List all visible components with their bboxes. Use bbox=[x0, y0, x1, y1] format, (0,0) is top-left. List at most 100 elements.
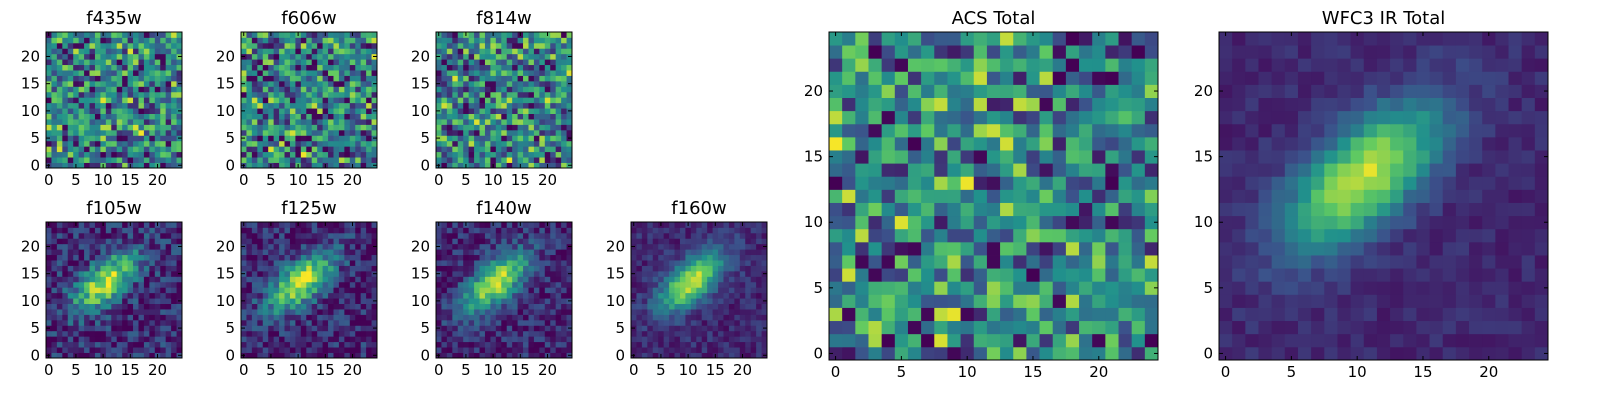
heatmap-cell bbox=[723, 227, 730, 234]
heatmap-cell bbox=[176, 287, 183, 294]
heatmap-cell bbox=[855, 176, 869, 190]
heatmap-cell bbox=[154, 249, 161, 256]
heatmap-cell bbox=[539, 119, 546, 125]
heatmap-cell bbox=[295, 157, 302, 163]
heatmap-cell bbox=[279, 48, 285, 55]
heatmap-cell bbox=[728, 319, 735, 326]
heatmap-cell bbox=[268, 341, 275, 348]
heatmap-cell bbox=[718, 298, 724, 304]
heatmap-cell bbox=[273, 124, 280, 131]
heatmap-cell bbox=[463, 287, 470, 294]
heatmap-cell bbox=[463, 254, 470, 261]
heatmap-cell bbox=[349, 151, 356, 158]
heatmap-cell bbox=[1065, 202, 1080, 217]
heatmap-cell bbox=[555, 254, 562, 261]
heatmap-cell bbox=[501, 53, 508, 60]
heatmap-cell bbox=[533, 303, 540, 310]
heatmap-cell bbox=[89, 157, 96, 163]
heatmap-cell bbox=[533, 319, 540, 326]
heatmap-cell bbox=[441, 325, 448, 332]
heatmap-cell bbox=[934, 307, 948, 322]
heatmap-cell bbox=[636, 265, 643, 272]
heatmap-cell bbox=[67, 347, 74, 353]
heatmap-cell bbox=[1144, 268, 1159, 282]
heatmap-cell bbox=[84, 319, 90, 326]
heatmap-cell bbox=[561, 129, 567, 136]
heatmap-cell bbox=[349, 227, 356, 234]
heatmap-cell bbox=[333, 352, 340, 359]
heatmap-cell bbox=[501, 309, 508, 315]
heatmap-cell bbox=[62, 292, 69, 299]
heatmap-cell bbox=[138, 97, 145, 104]
heatmap-cell bbox=[523, 140, 529, 147]
heatmap-cell bbox=[338, 113, 345, 120]
axes-frame bbox=[435, 221, 573, 359]
heatmap-cell bbox=[100, 91, 107, 98]
heatmap-cell bbox=[561, 243, 567, 250]
heatmap-cell bbox=[171, 37, 177, 44]
heatmap-cell bbox=[311, 146, 318, 153]
heatmap-cell bbox=[338, 232, 345, 239]
heatmap-cell bbox=[446, 124, 453, 131]
heatmap-cell bbox=[528, 314, 535, 321]
heatmap-cell bbox=[550, 222, 557, 228]
heatmap-cell bbox=[506, 254, 513, 261]
heatmap-cell bbox=[452, 352, 459, 359]
heatmap-cell bbox=[257, 102, 264, 109]
heatmap-cell bbox=[457, 135, 464, 142]
heatmap-cell bbox=[723, 292, 730, 299]
heatmap-cell bbox=[241, 91, 247, 98]
heatmap-cell bbox=[279, 309, 285, 315]
heatmap-cell bbox=[51, 325, 58, 332]
heatmap-cell bbox=[73, 70, 80, 76]
panel-title: f435w bbox=[86, 8, 141, 29]
heatmap-cell bbox=[544, 249, 551, 256]
heatmap-cell bbox=[84, 254, 90, 261]
heatmap-cell bbox=[338, 287, 345, 294]
heatmap-cell bbox=[452, 86, 459, 93]
heatmap-cell bbox=[333, 298, 340, 304]
heatmap-cell bbox=[100, 70, 107, 76]
heatmap-cell bbox=[268, 243, 275, 250]
heatmap-cell bbox=[322, 292, 329, 299]
heatmap-cell bbox=[690, 287, 697, 294]
heatmap-cell bbox=[1000, 320, 1014, 335]
heatmap-cell bbox=[756, 265, 762, 272]
heatmap-cell bbox=[289, 276, 296, 283]
heatmap-cell bbox=[523, 119, 529, 125]
heatmap-cell bbox=[241, 265, 247, 272]
heatmap-cell bbox=[561, 162, 567, 169]
heatmap-cell bbox=[734, 287, 741, 294]
heatmap-cell bbox=[122, 157, 128, 163]
y-tick-label: 20 bbox=[606, 237, 625, 255]
heatmap-cell bbox=[555, 276, 562, 283]
heatmap-cell bbox=[739, 336, 746, 343]
heatmap-cell bbox=[100, 119, 107, 125]
heatmap-cell bbox=[555, 151, 562, 158]
heatmap-cell bbox=[868, 241, 883, 256]
heatmap-cell bbox=[273, 254, 280, 261]
heatmap-cell bbox=[149, 265, 156, 272]
heatmap-cell bbox=[679, 341, 686, 348]
heatmap-cell bbox=[718, 249, 724, 256]
heatmap-cell bbox=[62, 309, 69, 315]
heatmap-cell bbox=[986, 333, 1001, 348]
heatmap-cell bbox=[133, 119, 139, 125]
heatmap-cell bbox=[745, 309, 752, 315]
heatmap-cell bbox=[333, 249, 340, 256]
heatmap-cell bbox=[739, 227, 746, 234]
heatmap-cell bbox=[273, 330, 280, 337]
heatmap-cell bbox=[138, 270, 145, 277]
heatmap-cell bbox=[154, 91, 161, 98]
heatmap-cell bbox=[360, 347, 367, 353]
heatmap-cell bbox=[100, 341, 107, 348]
heatmap-cell bbox=[829, 255, 843, 269]
heatmap-cell bbox=[84, 309, 90, 315]
heatmap-cell bbox=[279, 319, 285, 326]
heatmap-cell bbox=[555, 319, 562, 326]
heatmap-cell bbox=[533, 75, 540, 82]
heatmap-cell bbox=[501, 86, 508, 93]
heatmap-cell bbox=[631, 254, 637, 261]
heatmap-cell bbox=[457, 64, 464, 71]
